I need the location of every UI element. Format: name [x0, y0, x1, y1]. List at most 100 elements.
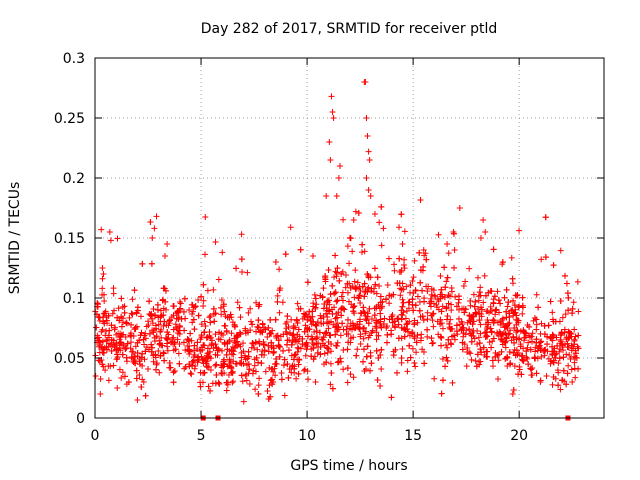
data-point — [221, 339, 228, 346]
data-point — [487, 288, 494, 295]
data-point — [295, 370, 302, 377]
data-point — [573, 354, 580, 361]
data-point — [349, 248, 356, 255]
data-point — [550, 374, 557, 381]
data-point — [334, 326, 341, 333]
data-point — [325, 307, 332, 314]
data-point — [155, 347, 162, 354]
data-point — [162, 335, 169, 342]
data-point — [494, 288, 501, 295]
data-point — [137, 361, 144, 368]
data-point — [148, 310, 155, 317]
data-point — [127, 339, 134, 346]
data-point — [295, 356, 302, 363]
data-point — [116, 336, 123, 343]
data-point — [420, 247, 427, 253]
data-point — [515, 317, 522, 324]
data-point — [282, 320, 289, 327]
data-point — [253, 354, 260, 361]
data-point — [230, 378, 237, 385]
data-point — [111, 307, 118, 314]
data-point — [128, 321, 135, 328]
data-point — [424, 326, 431, 333]
data-point — [321, 301, 328, 308]
data-point — [391, 267, 398, 274]
data-point — [134, 353, 141, 360]
data-point — [123, 319, 130, 326]
data-point — [495, 297, 502, 304]
data-point — [128, 310, 135, 317]
data-point — [556, 346, 563, 353]
data-point — [108, 347, 115, 354]
data-point — [323, 310, 330, 317]
data-point — [344, 280, 351, 287]
data-point — [301, 366, 308, 373]
data-point — [220, 358, 227, 365]
data-point — [267, 316, 274, 323]
data-point — [177, 300, 184, 307]
data-point — [323, 329, 330, 336]
data-point — [347, 284, 354, 291]
data-point — [321, 342, 328, 349]
data-point — [568, 366, 575, 373]
data-point — [380, 225, 387, 232]
data-point — [396, 280, 403, 287]
data-point — [519, 357, 526, 364]
data-point — [294, 320, 301, 327]
data-point — [575, 332, 582, 339]
data-point — [475, 334, 482, 341]
data-point — [301, 313, 308, 320]
data-point — [167, 364, 174, 371]
data-point — [114, 353, 121, 360]
data-point — [290, 337, 297, 344]
data-point — [211, 318, 218, 325]
data-point — [536, 342, 543, 349]
data-point — [186, 307, 193, 313]
x-tick-label: 15 — [404, 428, 422, 444]
data-point — [93, 324, 100, 331]
data-point — [131, 326, 138, 333]
data-point — [486, 339, 493, 346]
data-point — [139, 376, 146, 383]
data-point — [438, 286, 445, 293]
data-point — [335, 358, 342, 365]
data-point — [328, 306, 335, 313]
data-point — [122, 345, 129, 352]
data-point — [513, 292, 520, 299]
data-point — [256, 375, 263, 382]
data-point — [330, 115, 337, 121]
data-point — [385, 255, 392, 262]
data-point — [315, 340, 322, 347]
data-point — [338, 304, 345, 311]
data-point — [502, 323, 509, 330]
data-point — [550, 262, 557, 269]
data-point — [304, 316, 311, 323]
data-point — [574, 278, 581, 285]
data-point — [369, 327, 376, 334]
data-point — [398, 316, 405, 323]
data-point — [280, 347, 287, 354]
data-point — [467, 350, 474, 357]
axis-ticks — [94, 57, 604, 419]
y-tick-label: 0 — [76, 411, 85, 427]
data-point — [444, 357, 451, 364]
data-point — [136, 372, 143, 379]
data-point — [419, 287, 426, 294]
data-point — [216, 329, 223, 336]
data-point — [472, 357, 479, 364]
data-point — [499, 338, 506, 345]
data-point — [441, 264, 448, 271]
data-point — [344, 346, 351, 353]
data-point — [558, 341, 565, 348]
data-point — [207, 319, 214, 326]
data-point — [350, 217, 357, 223]
data-point — [466, 265, 473, 272]
data-point — [170, 326, 177, 333]
data-point — [459, 305, 466, 312]
data-point — [482, 292, 489, 299]
data-point — [537, 379, 544, 385]
data-point — [523, 354, 530, 361]
data-point — [347, 335, 354, 342]
data-point — [434, 296, 441, 303]
data-point — [127, 332, 134, 339]
